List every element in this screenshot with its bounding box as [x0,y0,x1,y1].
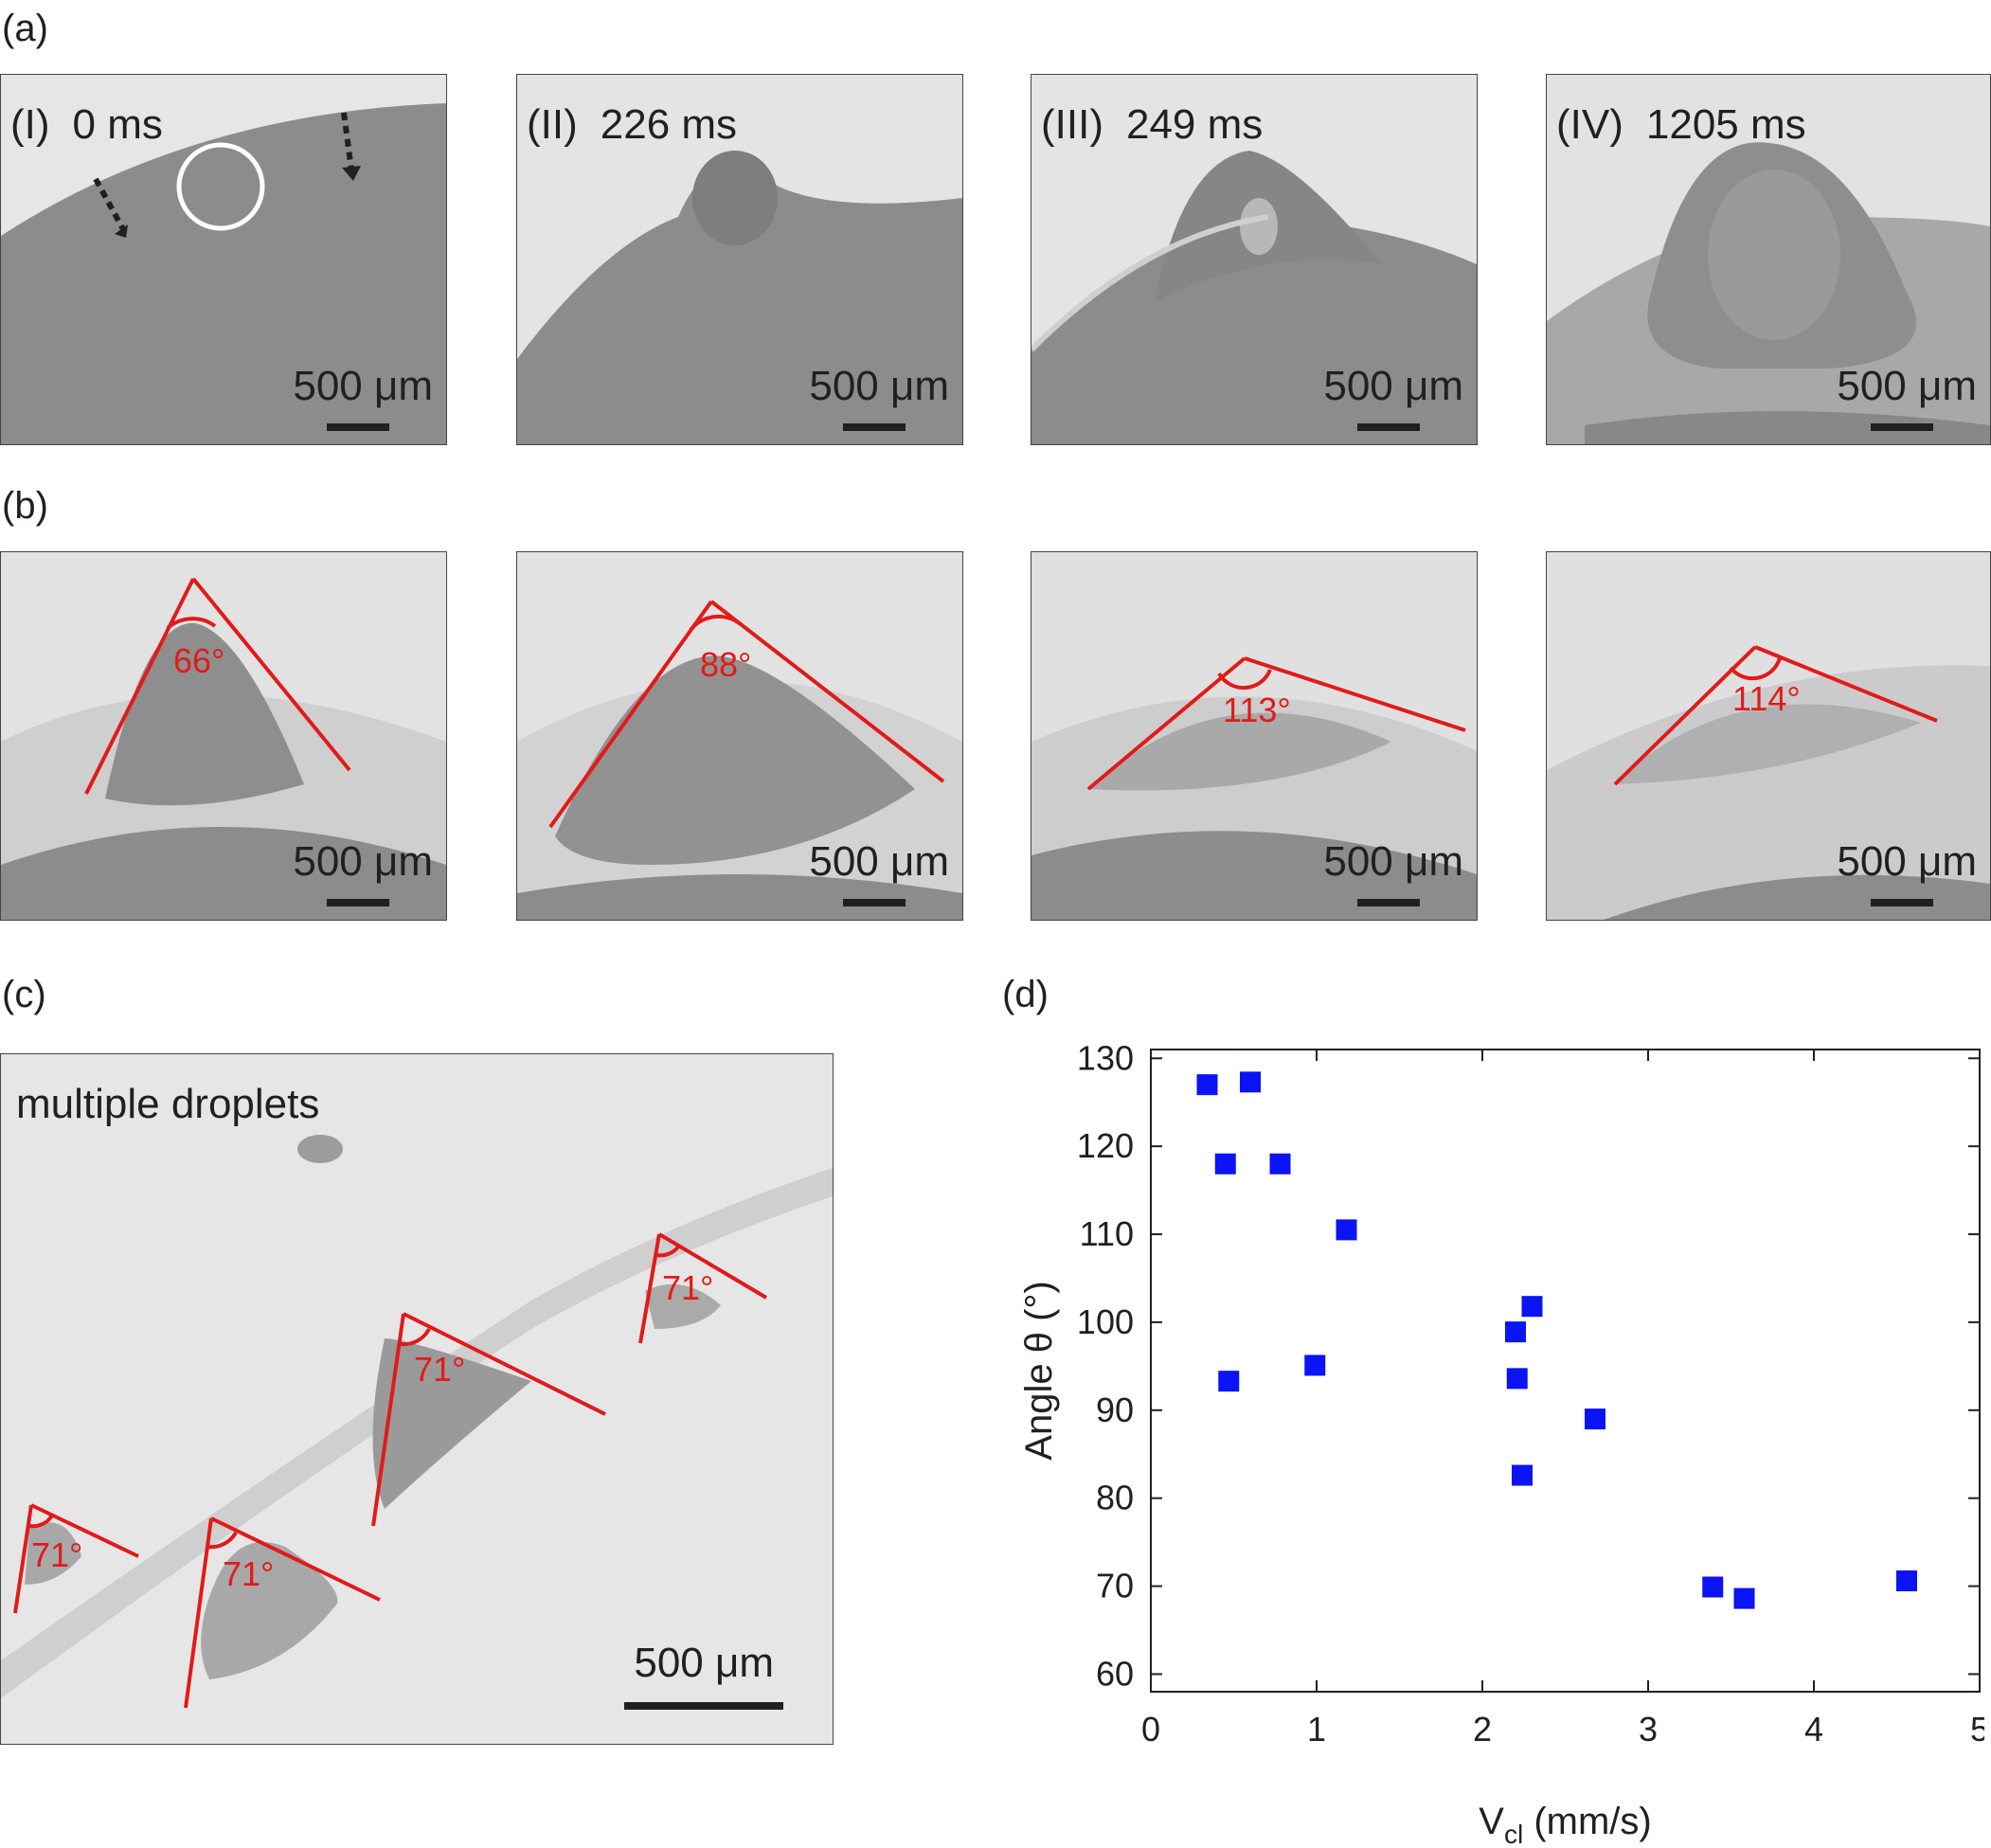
y-tick-label: 70 [1096,1567,1134,1606]
angle-vs-velocity-chart: 0 1 2 3 4 5 60 70 80 90 100 110 120 130 Vcl (mm/s) Angl… [1018,1038,1984,1847]
frame-a1-time: 0 ms [72,101,163,148]
frame-b4-image [1547,552,1990,920]
y-tick-label: 130 [1077,1038,1134,1077]
frame-a4-scale-label: 500 μm [1837,363,1977,409]
x-tick-label: 1 [1307,1710,1326,1749]
data-point [1240,1071,1261,1093]
frame-a2: (II) 226 ms 500 μm [516,74,963,445]
frame-c: multiple droplets 71° 71° 71° 71° 500 μm [0,1053,834,1745]
x-axis-label: Vcl (mm/s) [1479,1801,1651,1847]
frame-a4: (IV) 1205 ms 500 μm [1546,74,1991,445]
frame-b1: 66° 500 μm [0,551,447,921]
frame-a3-image [1031,75,1477,444]
x-tick-label: 2 [1473,1710,1492,1749]
x-tick-label: 3 [1639,1710,1658,1749]
y-tick-label: 90 [1096,1390,1134,1429]
frame-a4-time: 1205 ms [1645,101,1806,148]
frame-a1: (I) 0 ms 500 μm [0,74,447,445]
frame-b4-scale-bar [1871,899,1933,906]
frame-a3-index: (III) [1041,101,1103,148]
panel-d-label: (d) [1002,974,1049,1015]
frame-a2-timestamp: (II) 226 ms [527,101,760,149]
frame-a1-image [1,75,446,444]
frame-c-angle-3: 71° [223,1554,275,1593]
x-tick-label: 0 [1141,1710,1160,1749]
frame-b3-scale-bar [1357,899,1420,906]
data-point [1512,1464,1533,1486]
frame-a2-scale-bar [843,423,906,431]
frame-a3-scale-label: 500 μm [1323,363,1463,409]
plot-frame [1150,1049,1981,1693]
frame-b3-image [1031,552,1477,920]
frame-c-image [1,1054,833,1744]
y-axis-label: Angle θ (°) [1018,1281,1060,1460]
frame-b3-scale-label: 500 μm [1323,838,1463,885]
x-tick-label: 4 [1804,1710,1823,1749]
frame-a3: (III) 249 ms 500 μm [1031,74,1478,445]
frame-a2-time: 226 ms [600,101,738,148]
data-point [1521,1296,1543,1318]
frame-a4-scale-bar [1871,423,1933,431]
frame-a3-timestamp: (III) 249 ms [1041,101,1285,149]
frame-a2-image [517,75,962,444]
frame-c-title: multiple droplets [16,1081,320,1127]
frame-b1-scale-bar [327,899,389,906]
data-point [1336,1219,1357,1241]
frame-b1-image [1,552,446,920]
frame-b2-image [517,552,962,920]
frame-a3-time: 249 ms [1125,101,1264,148]
frame-b1-angle: 66° [173,641,225,680]
y-tick-label: 80 [1096,1479,1134,1517]
frame-a3-scale-bar [1357,423,1420,431]
panel-a-label: (a) [2,8,48,49]
frame-a2-index: (II) [527,101,578,148]
frame-a2-scale-label: 500 μm [809,363,949,409]
panel-c-label: (c) [2,974,46,1015]
frame-c-angle-2: 71° [414,1350,466,1389]
data-point [1733,1588,1755,1609]
frame-b4-angle: 114° [1732,679,1801,718]
frame-a4-timestamp: (IV) 1205 ms [1556,101,1829,149]
x-tick-label: 5 [1970,1710,1984,1749]
frame-a4-index: (IV) [1556,101,1623,148]
panel-b-label: (b) [2,485,48,527]
frame-b1-scale-label: 500 μm [293,838,433,885]
frame-c-angle-1: 71° [662,1268,714,1307]
frame-a1-scale-label: 500 μm [293,363,433,409]
data-point [1304,1355,1326,1376]
data-point [1196,1074,1218,1096]
data-point [1702,1576,1724,1598]
frame-a1-timestamp: (I) 0 ms [10,101,186,149]
data-point [1218,1371,1240,1392]
frame-c-scale-label: 500 μm [634,1640,774,1686]
frame-c-scale-bar [624,1702,783,1710]
frame-b3-angle: 113° [1223,691,1291,729]
data-point [1506,1368,1528,1390]
data-point [1505,1321,1526,1343]
data-point [1214,1153,1236,1175]
y-tick-label: 100 [1077,1302,1134,1341]
frame-a4-image [1547,75,1990,444]
data-point [1269,1153,1291,1175]
data-point [1585,1408,1605,1430]
frame-b2-angle: 88° [700,645,752,684]
data-point [1896,1570,1917,1591]
frame-b4: 114° 500 μm [1546,551,1991,921]
y-tick-label: 110 [1080,1214,1134,1253]
frame-b2-scale-label: 500 μm [809,838,949,885]
y-tick-label: 60 [1096,1654,1134,1693]
frame-b4-scale-label: 500 μm [1837,838,1977,885]
frame-a1-index: (I) [10,101,50,148]
frame-b2-scale-bar [843,899,906,906]
frame-b3: 113° 500 μm [1031,551,1478,921]
frame-c-angle-4: 71° [31,1535,83,1574]
frame-a1-scale-bar [327,423,389,431]
y-tick-label: 120 [1077,1126,1134,1165]
frame-b2: 88° 500 μm [516,551,963,921]
